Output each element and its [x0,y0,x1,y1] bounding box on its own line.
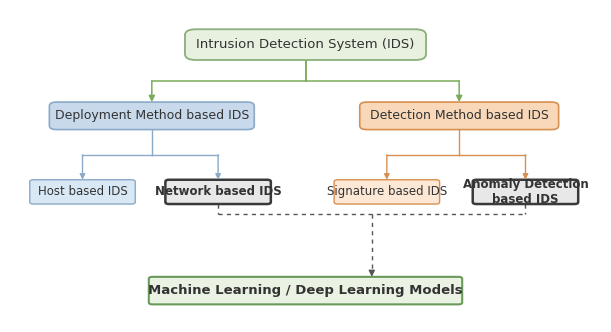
FancyBboxPatch shape [30,180,135,204]
FancyBboxPatch shape [166,180,271,204]
Text: Intrusion Detection System (IDS): Intrusion Detection System (IDS) [196,38,415,51]
FancyBboxPatch shape [360,102,558,129]
FancyBboxPatch shape [473,180,578,204]
Text: Detection Method based IDS: Detection Method based IDS [370,109,549,122]
Text: Deployment Method based IDS: Deployment Method based IDS [54,109,249,122]
Text: Network based IDS: Network based IDS [155,185,282,199]
Text: Host based IDS: Host based IDS [38,185,127,199]
FancyBboxPatch shape [49,102,254,129]
Text: Machine Learning / Deep Learning Models: Machine Learning / Deep Learning Models [148,284,463,297]
FancyBboxPatch shape [334,180,439,204]
Text: Signature based IDS: Signature based IDS [327,185,447,199]
FancyBboxPatch shape [149,277,462,304]
Text: Anomaly Detection
based IDS: Anomaly Detection based IDS [463,178,588,206]
FancyBboxPatch shape [185,29,426,60]
